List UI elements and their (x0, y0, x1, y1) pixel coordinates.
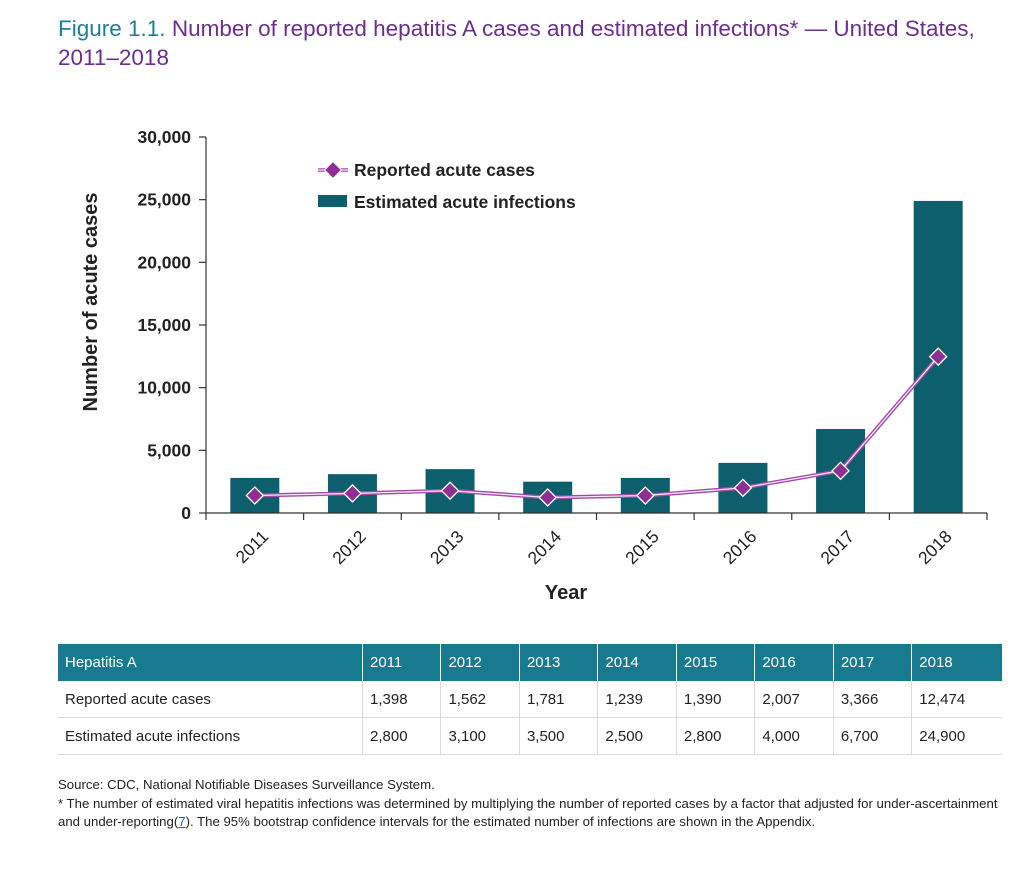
line-series (245, 347, 948, 507)
table-cell: 1,562 (440, 681, 520, 718)
table-cell: 3,500 (518, 717, 598, 755)
legend: Reported acute cases Estimated acute inf… (318, 160, 576, 212)
table-cell: 2,800 (361, 717, 441, 755)
table-row: Reported acute cases 1,398 1,562 1,781 1… (58, 681, 1002, 718)
y-tick-label: 10,000 (137, 378, 191, 398)
y-tick-label: 15,000 (137, 315, 191, 335)
table-header-cell: 2015 (675, 644, 755, 681)
x-tick-label: 2011 (232, 526, 273, 567)
figure-title: Figure 1.1. Number of reported hepatitis… (58, 14, 1008, 72)
y-tick-label: 5,000 (147, 440, 191, 460)
y-axis-label: Number of acute cases (80, 193, 102, 412)
data-point-marker (538, 488, 558, 507)
table-cell: 3,100 (440, 717, 520, 755)
legend-label-reported: Reported acute cases (354, 160, 535, 180)
chart: 0 5,000 10,000 15,000 20,000 25,000 30,000 201… (80, 127, 988, 604)
table-cell: 2,007 (754, 681, 834, 718)
asterisk-note-text: * The number of estimated viral hepatiti… (58, 795, 998, 830)
table-cell: Estimated acute infections (58, 717, 363, 755)
x-axis-ticks: 2011 2012 2013 2014 2015 2016 2017 2018 (205, 513, 988, 568)
y-tick-label: 30,000 (137, 127, 191, 147)
table-cell: 1,398 (361, 681, 441, 718)
data-point-marker (245, 486, 265, 505)
x-tick-label: 2014 (524, 526, 566, 568)
legend-bar-swatch (318, 195, 347, 207)
x-tick-label: 2015 (621, 526, 663, 568)
reference-link[interactable]: 7 (178, 814, 186, 829)
data-point-marker (733, 478, 753, 498)
table-header-row: Hepatitis A 2011 2012 2013 2014 2015 201… (58, 644, 1002, 681)
x-tick-label: 2012 (328, 526, 370, 568)
y-tick-label: 20,000 (137, 252, 191, 272)
axes (205, 137, 987, 514)
table-header-cell: 2016 (754, 644, 834, 681)
table-cell: 4,000 (754, 717, 834, 755)
table-cell: 1,781 (518, 681, 598, 718)
data-table: Hepatitis A 2011 2012 2013 2014 2015 201… (58, 644, 1002, 755)
table-header-cell: Hepatitis A (58, 644, 363, 681)
table-header-cell: 2012 (440, 644, 520, 681)
figure-title-text: Number of reported hepatitis A cases and… (58, 16, 975, 70)
table-row: Estimated acute infections 2,800 3,100 3… (58, 717, 1002, 755)
data-point-marker (928, 347, 948, 367)
table-cell: 3,366 (832, 681, 912, 718)
bars (230, 200, 963, 514)
table-header-cell: 2013 (518, 644, 598, 681)
table-header-cell: 2011 (361, 644, 441, 681)
table-cell: 2,500 (597, 717, 677, 755)
x-tick-label: 2016 (719, 526, 761, 568)
legend-diamond-marker (323, 160, 343, 180)
table-header-cell: 2018 (911, 644, 1002, 681)
x-tick-label: 2013 (426, 526, 468, 568)
y-axis-ticks: 0 5,000 10,000 15,000 20,000 25,000 30,000 (137, 127, 206, 523)
x-tick-label: 2018 (914, 526, 956, 568)
table-cell: 1,390 (675, 681, 755, 718)
x-tick-label: 2017 (816, 526, 858, 568)
asterisk-note: * The number of estimated viral hepatiti… (58, 795, 998, 832)
table-cell: 24,900 (911, 717, 1002, 755)
data-point-marker (635, 486, 655, 505)
footnotes: Source: CDC, National Notifiable Disease… (58, 776, 998, 832)
table-cell: Reported acute cases (58, 681, 363, 718)
legend-label-estimated: Estimated acute infections (354, 192, 576, 212)
asterisk-note-text-end: ). The 95% bootstrap confidence interval… (185, 814, 816, 829)
source-note: Source: CDC, National Notifiable Disease… (58, 777, 435, 792)
data-point-marker (831, 461, 850, 481)
series-line-highlight (254, 356, 939, 499)
x-axis-label: Year (545, 582, 587, 604)
figure-label: Figure 1.1. (58, 16, 166, 41)
y-tick-label: 0 (181, 503, 191, 523)
table-cell: 6,700 (832, 717, 912, 755)
table-cell: 2,800 (675, 717, 755, 755)
table-header-cell: 2017 (832, 644, 912, 681)
table-cell: 12,474 (911, 681, 1002, 718)
data-point-marker (343, 484, 362, 503)
y-tick-label: 25,000 (137, 190, 191, 210)
table-cell: 1,239 (597, 681, 677, 718)
data-point-marker (440, 481, 460, 501)
table-header-cell: 2014 (597, 644, 677, 681)
